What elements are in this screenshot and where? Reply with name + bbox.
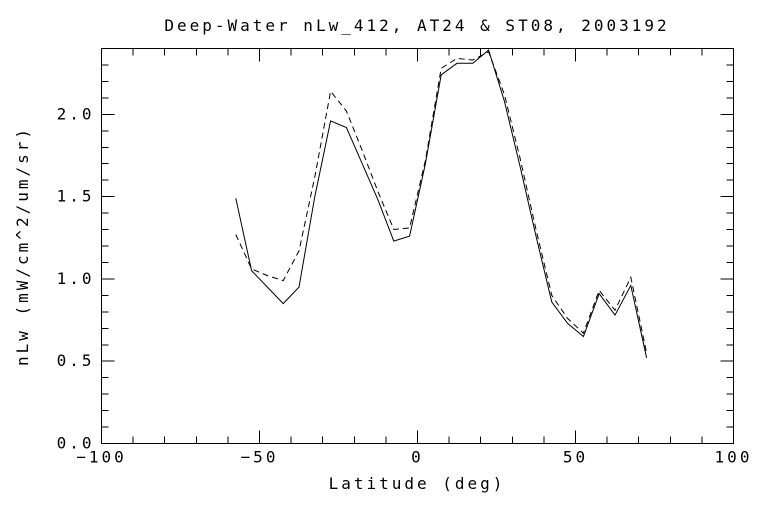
plot-axes <box>101 48 734 444</box>
y-tick-label: 2.0 <box>57 104 95 123</box>
chart-series <box>235 49 648 359</box>
y-tick-label: 1.5 <box>57 187 95 206</box>
x-tick-label: −50 <box>241 448 279 467</box>
y-tick-label: 1.0 <box>57 269 95 288</box>
series-at24-line <box>235 49 648 359</box>
x-tick-label: 50 <box>563 448 588 467</box>
x-axis-label: Latitude (deg) <box>329 474 506 493</box>
plot-frame <box>101 48 734 444</box>
x-tick-label: 0 <box>411 448 424 467</box>
chart-title: Deep-Water nLw_412, AT24 & ST08, 2003192 <box>164 16 669 35</box>
series-st08-line <box>235 51 648 354</box>
x-tick-label: 100 <box>715 448 753 467</box>
x-tick-label: −100 <box>76 448 127 467</box>
axis-tick-labels: −100 −50 0 50 100 0.0 0.5 1.0 1.5 2.0 <box>57 104 753 467</box>
y-tick-label: 0.5 <box>57 351 95 370</box>
y-tick-label: 0.0 <box>57 434 95 453</box>
y-axis-label: nLw (mW/cm^2/um/sr) <box>13 126 32 366</box>
